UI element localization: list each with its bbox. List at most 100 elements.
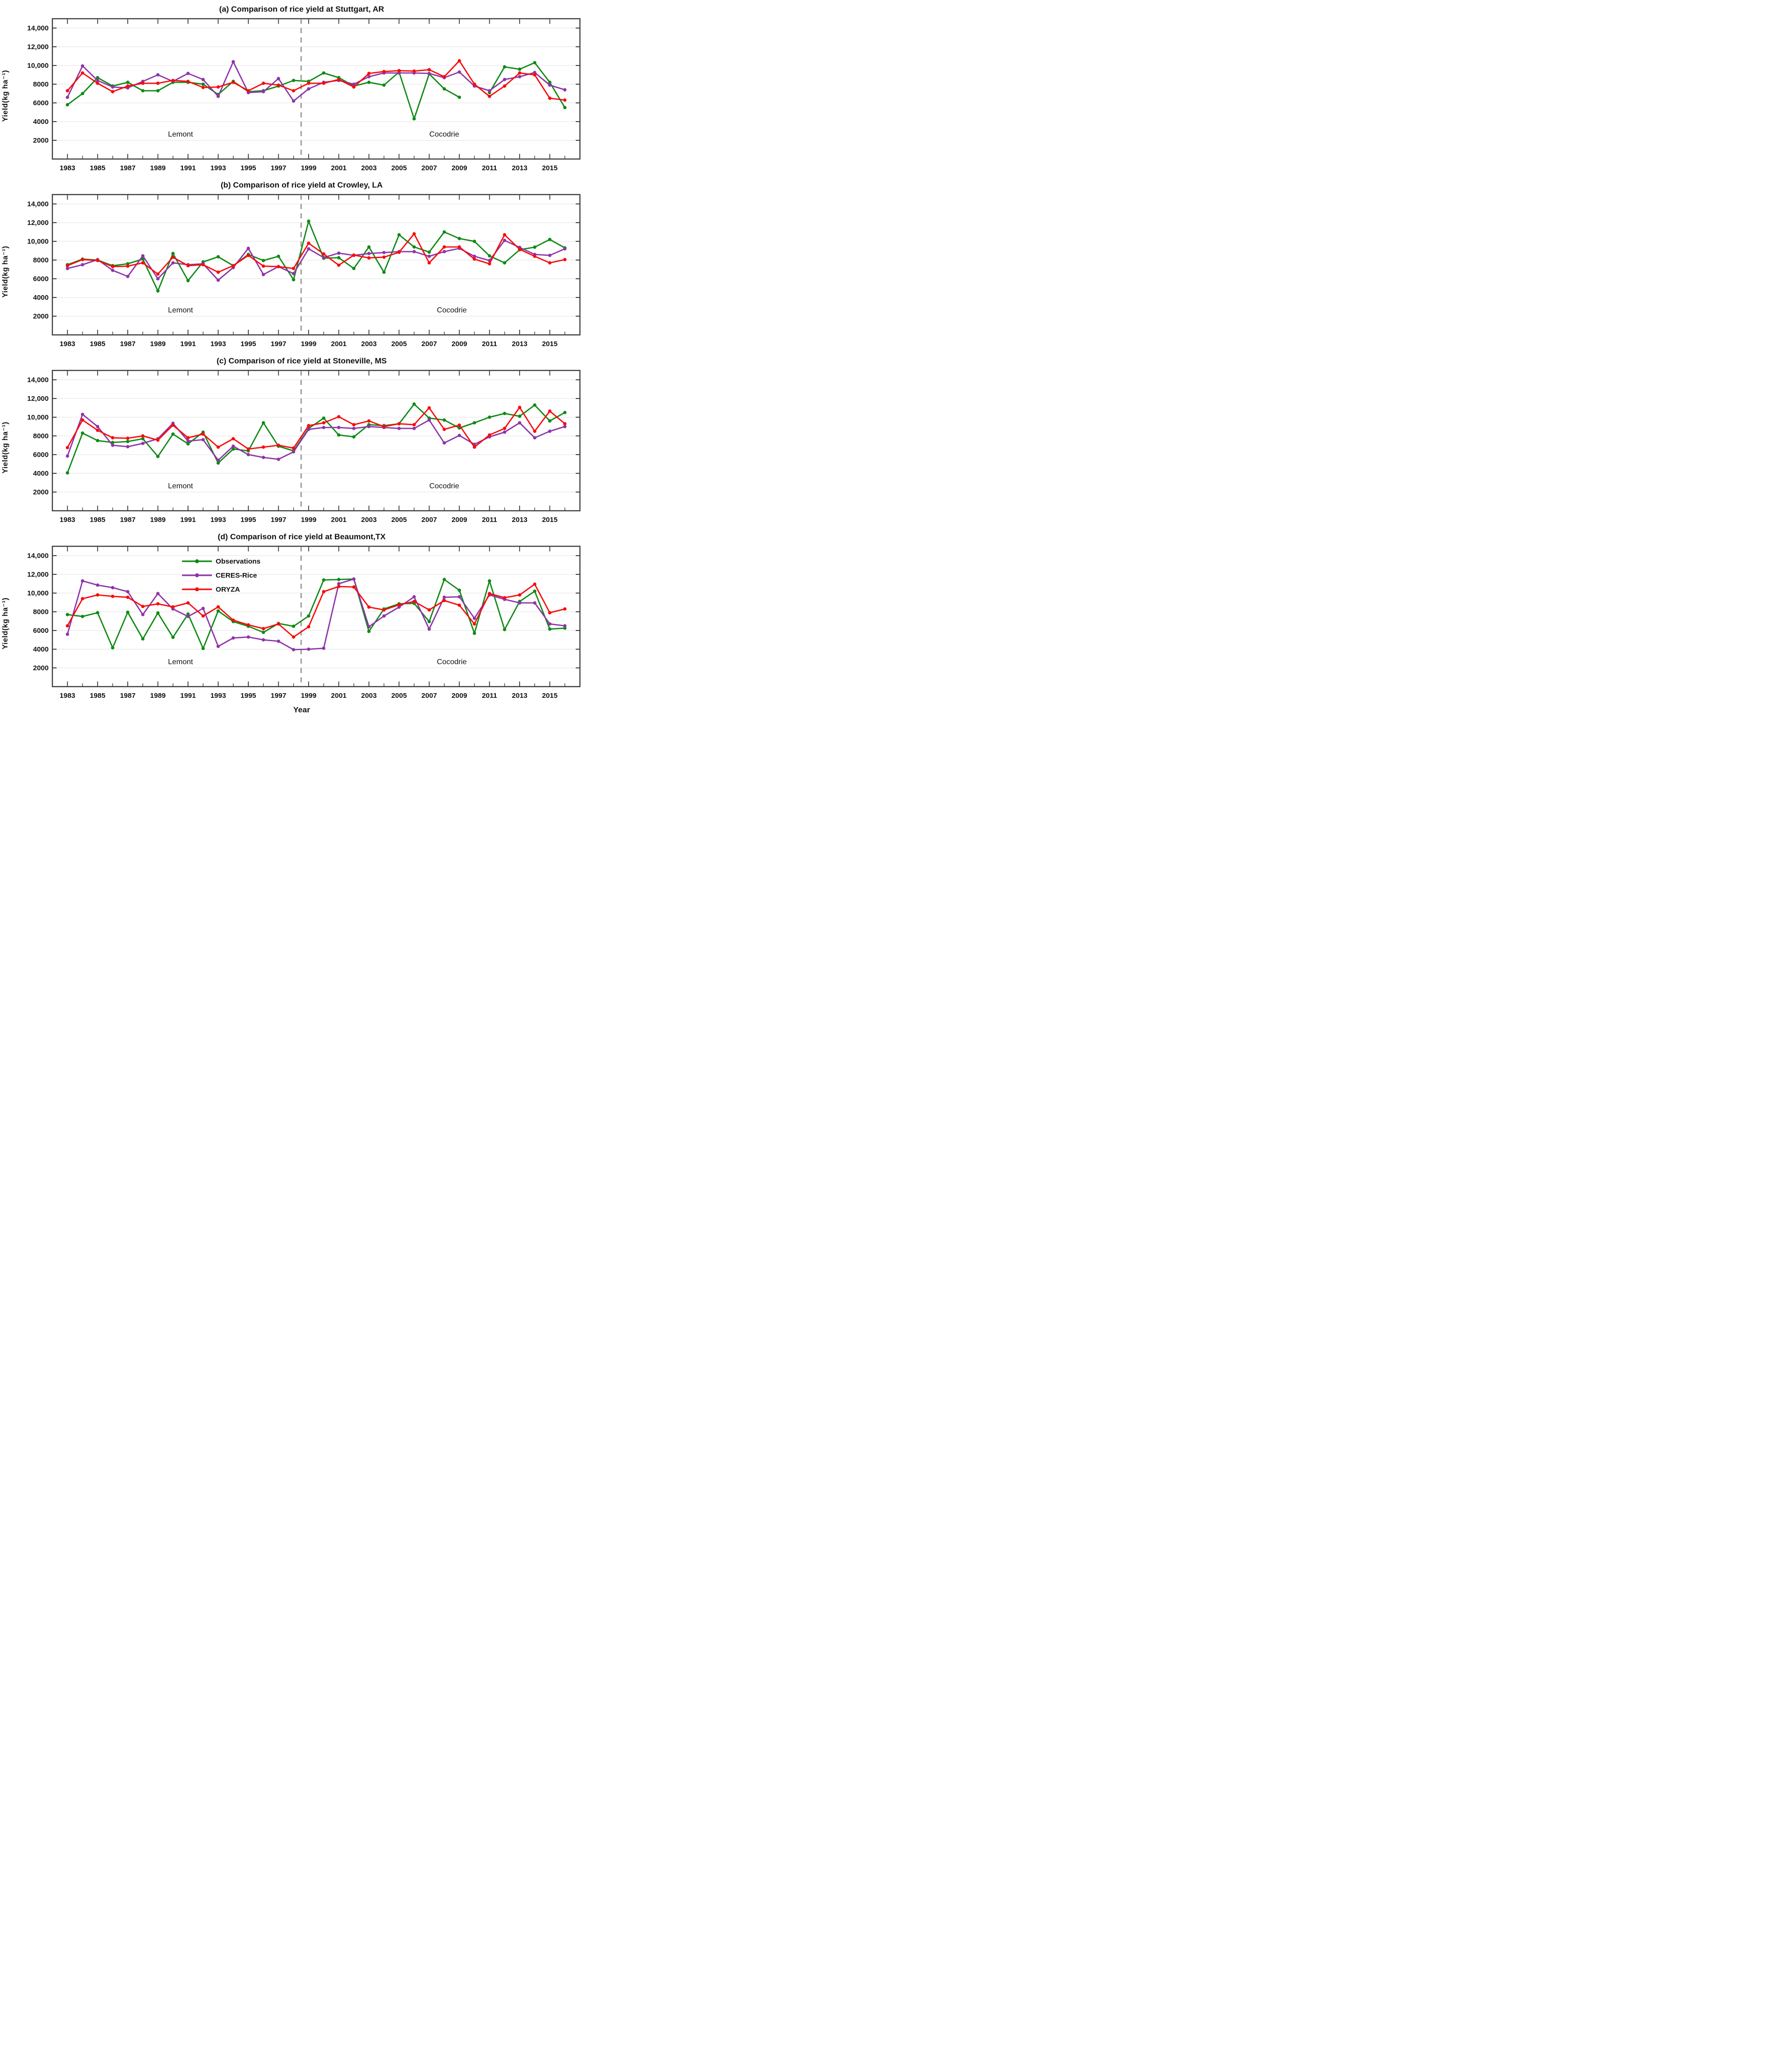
svg-text:1989: 1989 — [150, 516, 166, 524]
svg-text:2011: 2011 — [482, 516, 497, 524]
svg-text:14,000: 14,000 — [27, 376, 49, 384]
svg-text:10,000: 10,000 — [27, 62, 49, 70]
svg-text:ORYZA: ORYZA — [216, 586, 240, 594]
svg-text:1983: 1983 — [60, 692, 75, 700]
svg-text:2000: 2000 — [33, 488, 49, 496]
svg-text:CERES-Rice: CERES-Rice — [216, 572, 257, 580]
panel-d-ylabel: Yield(kg ha⁻¹) — [1, 597, 9, 650]
panel-a-title: (a) Comparison of rice yield at Stuttgar… — [219, 5, 384, 14]
svg-text:2009: 2009 — [451, 516, 467, 524]
svg-text:2013: 2013 — [512, 516, 527, 524]
svg-text:1991: 1991 — [180, 164, 195, 172]
svg-text:10,000: 10,000 — [27, 238, 49, 246]
svg-text:6000: 6000 — [33, 99, 49, 107]
svg-text:2015: 2015 — [542, 516, 557, 524]
svg-text:2001: 2001 — [331, 340, 347, 348]
svg-text:2007: 2007 — [421, 340, 437, 348]
svg-text:6000: 6000 — [33, 627, 49, 635]
panel-d: (d) Comparison of rice yield at Beaumont… — [0, 529, 591, 704]
panel-b-chart: 2000 4000 6000 8000 10,000 12,000 14,000 1983 19… — [27, 194, 581, 348]
svg-text:2007: 2007 — [421, 164, 437, 172]
svg-text:2005: 2005 — [391, 340, 407, 348]
svg-text:2005: 2005 — [391, 516, 407, 524]
svg-text:4000: 4000 — [33, 470, 49, 478]
svg-text:Cocodrie: Cocodrie — [437, 306, 467, 314]
svg-text:1995: 1995 — [240, 340, 256, 348]
svg-text:1987: 1987 — [120, 164, 135, 172]
panel-b-title: (b) Comparison of rice yield at Crowley,… — [220, 181, 383, 189]
svg-text:2009: 2009 — [451, 164, 467, 172]
svg-text:2003: 2003 — [361, 164, 376, 172]
svg-text:Cocodrie: Cocodrie — [437, 658, 467, 666]
svg-text:8000: 8000 — [33, 256, 49, 264]
svg-text:2005: 2005 — [391, 692, 407, 700]
svg-text:1991: 1991 — [180, 516, 195, 524]
svg-text:4000: 4000 — [33, 118, 49, 126]
svg-text:1985: 1985 — [90, 340, 105, 348]
svg-text:1993: 1993 — [210, 516, 226, 524]
svg-text:2007: 2007 — [421, 516, 437, 524]
svg-text:2000: 2000 — [33, 312, 49, 320]
svg-text:2013: 2013 — [512, 340, 527, 348]
svg-text:2013: 2013 — [512, 164, 527, 172]
svg-text:1997: 1997 — [271, 164, 286, 172]
svg-text:1985: 1985 — [90, 692, 105, 700]
svg-text:8000: 8000 — [33, 432, 49, 440]
svg-text:1995: 1995 — [240, 692, 256, 700]
svg-text:6000: 6000 — [33, 275, 49, 283]
svg-text:1997: 1997 — [271, 692, 286, 700]
svg-text:2009: 2009 — [451, 692, 467, 700]
svg-text:2000: 2000 — [33, 664, 49, 672]
panel-d-chart: 2000 4000 6000 8000 10,000 12,000 14,000 1983 19… — [27, 545, 581, 700]
svg-text:8000: 8000 — [33, 80, 49, 88]
svg-text:1993: 1993 — [210, 164, 226, 172]
svg-text:2013: 2013 — [512, 692, 527, 700]
svg-text:1999: 1999 — [301, 516, 316, 524]
svg-text:2009: 2009 — [451, 340, 467, 348]
svg-text:2011: 2011 — [482, 692, 497, 700]
panel-c-chart: 2000 4000 6000 8000 10,000 12,000 14,000 1983 19… — [27, 369, 581, 524]
svg-text:4000: 4000 — [33, 645, 49, 653]
svg-text:1983: 1983 — [60, 164, 75, 172]
svg-text:1985: 1985 — [90, 516, 105, 524]
svg-text:Observations: Observations — [216, 558, 261, 565]
svg-text:6000: 6000 — [33, 451, 49, 459]
svg-text:Cocodrie: Cocodrie — [429, 482, 459, 490]
panel-d-title: (d) Comparison of rice yield at Beaumont… — [217, 532, 386, 541]
svg-text:1987: 1987 — [120, 340, 135, 348]
svg-text:2007: 2007 — [421, 692, 437, 700]
svg-text:4000: 4000 — [33, 294, 49, 302]
svg-text:1999: 1999 — [301, 164, 316, 172]
svg-text:2001: 2001 — [331, 516, 347, 524]
svg-text:1991: 1991 — [180, 340, 195, 348]
svg-text:1991: 1991 — [180, 692, 195, 700]
svg-text:1997: 1997 — [271, 516, 286, 524]
svg-text:1995: 1995 — [240, 164, 256, 172]
svg-text:2015: 2015 — [542, 340, 557, 348]
panel-b: (b) Comparison of rice yield at Crowley,… — [0, 178, 591, 353]
svg-text:Lemont: Lemont — [168, 130, 193, 138]
svg-text:1999: 1999 — [301, 340, 316, 348]
svg-text:1989: 1989 — [150, 692, 166, 700]
svg-text:10,000: 10,000 — [27, 413, 49, 421]
svg-text:12,000: 12,000 — [27, 571, 49, 579]
svg-text:1995: 1995 — [240, 516, 256, 524]
svg-text:1987: 1987 — [120, 692, 135, 700]
svg-text:10,000: 10,000 — [27, 589, 49, 597]
svg-text:14,000: 14,000 — [27, 24, 49, 32]
svg-text:1983: 1983 — [60, 516, 75, 524]
svg-text:2011: 2011 — [482, 340, 497, 348]
svg-text:2001: 2001 — [331, 692, 347, 700]
panel-c-title: (c) Comparison of rice yield at Stonevil… — [217, 356, 387, 365]
panel-a-ylabel: Yield(kg ha⁻¹) — [1, 70, 9, 122]
svg-text:8000: 8000 — [33, 608, 49, 616]
svg-text:2003: 2003 — [361, 516, 376, 524]
svg-text:1993: 1993 — [210, 692, 226, 700]
svg-text:2000: 2000 — [33, 137, 49, 145]
svg-text:12,000: 12,000 — [27, 43, 49, 51]
svg-text:1999: 1999 — [301, 692, 316, 700]
svg-text:1983: 1983 — [60, 340, 75, 348]
svg-text:2011: 2011 — [482, 164, 497, 172]
panel-a: (a) Comparison of rice yield at Stuttgar… — [0, 2, 591, 177]
svg-text:2003: 2003 — [361, 692, 376, 700]
